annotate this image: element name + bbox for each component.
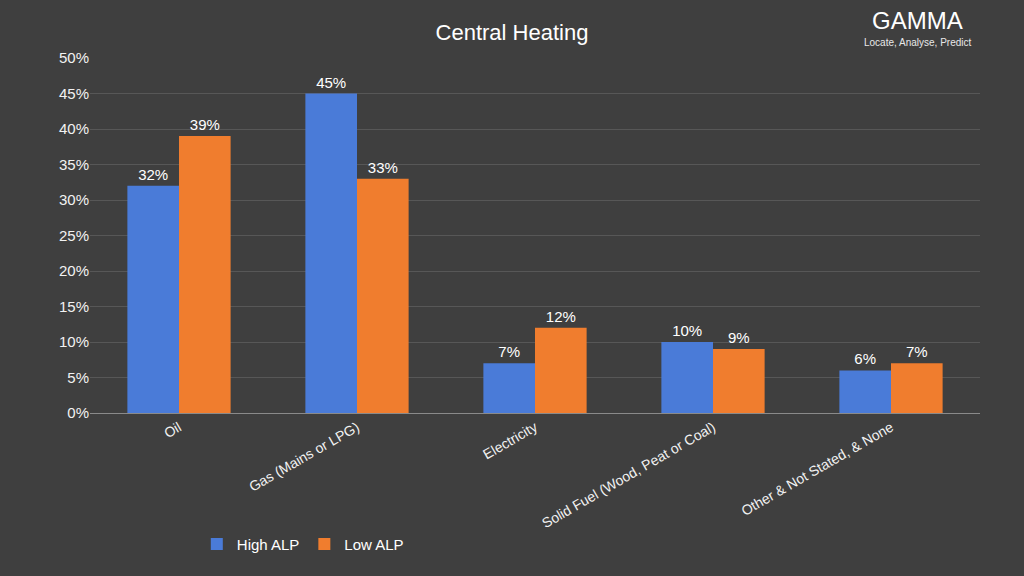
svg-text:32%: 32%: [138, 166, 168, 183]
svg-text:39%: 39%: [190, 116, 220, 133]
svg-text:45%: 45%: [316, 74, 346, 91]
svg-text:12%: 12%: [546, 308, 576, 325]
svg-text:7%: 7%: [498, 343, 520, 360]
svg-text:GAMMA: GAMMA: [872, 7, 963, 34]
svg-text:10%: 10%: [59, 333, 89, 350]
svg-text:Other & Not Stated, & None: Other & Not Stated, & None: [738, 419, 896, 519]
svg-text:40%: 40%: [59, 120, 89, 137]
svg-text:Solid Fuel (Wood, Peat or Coal: Solid Fuel (Wood, Peat or Coal): [539, 419, 718, 532]
svg-text:50%: 50%: [59, 49, 89, 66]
svg-text:0%: 0%: [67, 404, 89, 421]
svg-text:6%: 6%: [854, 350, 876, 367]
svg-text:Locate, Analyse, Predict: Locate, Analyse, Predict: [864, 37, 972, 48]
svg-text:45%: 45%: [59, 85, 89, 102]
svg-text:20%: 20%: [59, 262, 89, 279]
svg-text:Central Heating: Central Heating: [436, 20, 589, 45]
svg-text:Low ALP: Low ALP: [344, 536, 403, 553]
svg-text:30%: 30%: [59, 191, 89, 208]
svg-text:33%: 33%: [368, 159, 398, 176]
svg-text:9%: 9%: [728, 329, 750, 346]
svg-text:Gas (Mains or LPG): Gas (Mains or LPG): [246, 419, 362, 495]
svg-text:10%: 10%: [672, 322, 702, 339]
svg-text:7%: 7%: [906, 343, 928, 360]
svg-text:5%: 5%: [67, 369, 89, 386]
svg-text:35%: 35%: [59, 156, 89, 173]
svg-text:Oil: Oil: [161, 419, 184, 441]
svg-text:15%: 15%: [59, 298, 89, 315]
svg-text:High ALP: High ALP: [237, 536, 300, 553]
svg-text:25%: 25%: [59, 227, 89, 244]
svg-text:Electricity: Electricity: [480, 419, 540, 463]
